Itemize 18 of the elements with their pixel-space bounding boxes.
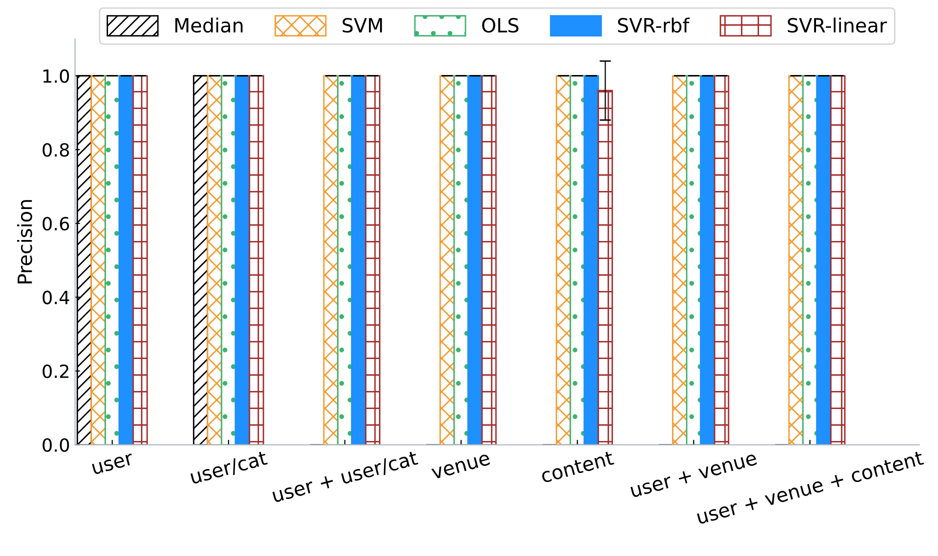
y-axis-title: Precision [17,200,32,284]
x-tick-label: user + user/cat [272,450,419,504]
y-tick-label: 0.0 [42,438,69,452]
legend-label: OLS [482,18,518,33]
x-tick-label: user/cat [190,450,268,486]
x-tick-label: user + venue [630,452,758,498]
y-tick-label: 0.8 [42,143,69,157]
x-tick-label: user [92,453,134,475]
y-tick-label: 0.4 [42,290,70,304]
legend-label: Median [175,18,243,33]
x-tick-label: content [540,450,614,484]
y-tick-label: 0.6 [42,216,70,231]
y-tick-label: 1.0 [43,69,69,83]
x-tick-label: venue [431,454,491,480]
legend-label: SVR-linear [788,18,887,33]
legend-label: SVR-rbf [618,18,690,33]
y-tick-label: 0.2 [42,364,68,378]
legend-label: SVM [342,18,382,33]
